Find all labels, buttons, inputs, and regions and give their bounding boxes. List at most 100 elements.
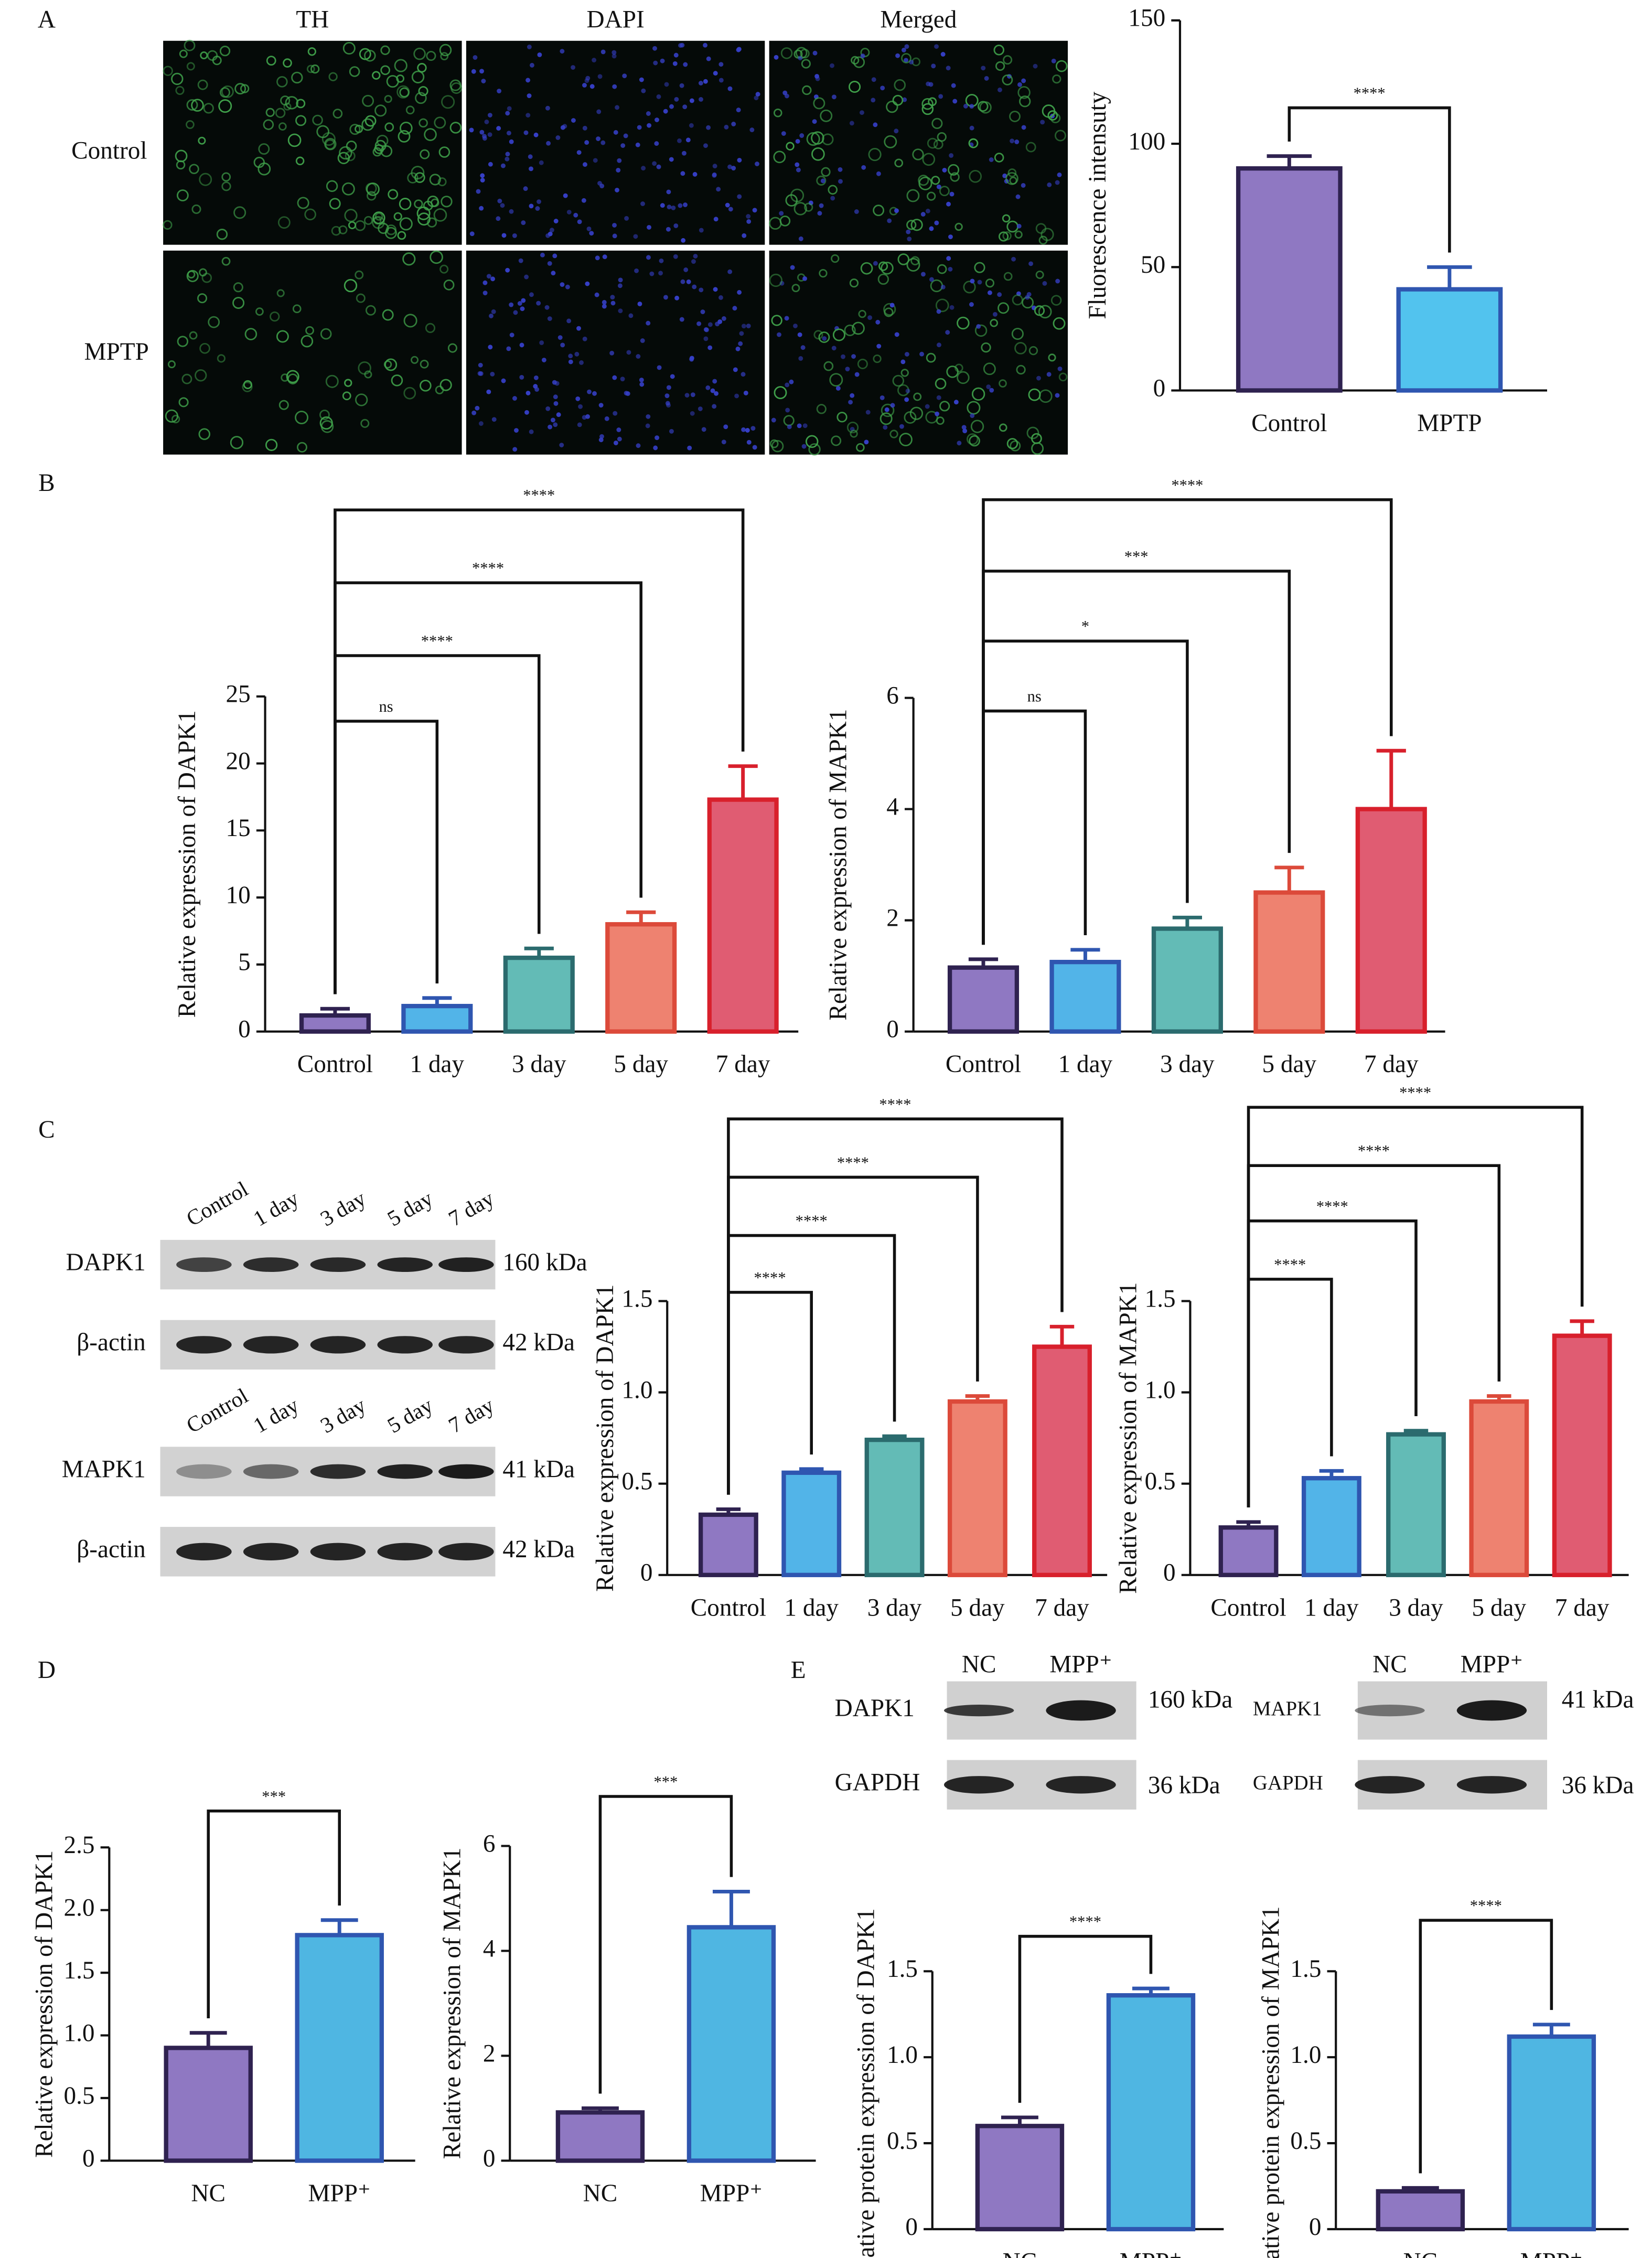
cell	[360, 419, 370, 428]
cell	[659, 258, 664, 263]
cell	[501, 163, 506, 168]
cell	[501, 378, 506, 383]
cell	[622, 73, 627, 79]
x-tick-label: 7 day	[1035, 1594, 1089, 1621]
cell	[566, 318, 572, 324]
cell	[742, 233, 747, 238]
cell	[801, 444, 807, 449]
y-tick-label: 0.5	[1145, 1468, 1176, 1495]
cell	[583, 162, 587, 167]
cell	[655, 117, 659, 122]
band	[176, 1543, 232, 1560]
cell	[746, 219, 752, 224]
cell	[931, 117, 943, 129]
y-tick-label: 20	[226, 747, 251, 775]
bar	[503, 955, 575, 1034]
significance-bracket	[207, 1809, 341, 2018]
cell	[509, 302, 514, 307]
cell	[656, 94, 661, 99]
cell	[813, 97, 825, 110]
lane-label: Control	[183, 1384, 252, 1438]
cell	[879, 412, 893, 425]
cell	[519, 374, 524, 380]
cell	[687, 445, 692, 451]
cell	[808, 443, 821, 456]
cell	[737, 194, 742, 199]
cell	[1034, 305, 1045, 316]
cell	[449, 122, 462, 134]
cell	[349, 124, 361, 135]
cell	[1038, 236, 1048, 245]
cell	[307, 47, 316, 56]
cell	[420, 149, 430, 159]
cell	[802, 423, 808, 429]
blot-row-label: GAPDH	[1253, 1772, 1323, 1794]
x-tick-label: 1 day	[784, 1594, 839, 1621]
cell	[480, 173, 485, 178]
cell	[663, 295, 668, 300]
cell	[939, 186, 950, 197]
cell	[925, 404, 930, 409]
cell	[497, 198, 502, 204]
cell	[514, 428, 519, 433]
cell	[1055, 393, 1060, 398]
blot-size: 41 kDa	[1562, 1686, 1634, 1713]
cell	[793, 323, 798, 328]
cell	[550, 418, 555, 423]
cell	[165, 409, 178, 423]
cell	[752, 208, 757, 213]
cell	[1014, 230, 1023, 239]
blot-size: 41 kDa	[502, 1456, 575, 1483]
cell	[636, 354, 641, 359]
cell	[509, 333, 514, 338]
cell	[221, 256, 231, 266]
cell	[732, 306, 737, 311]
cell	[954, 222, 963, 231]
error-bar	[582, 2106, 619, 2113]
cell	[889, 430, 898, 438]
cell	[977, 280, 982, 285]
cell	[703, 79, 708, 84]
y-tick-label: 0	[886, 1016, 899, 1043]
bar	[864, 1437, 925, 1577]
cell	[1050, 113, 1061, 124]
cell	[523, 186, 528, 191]
cell	[616, 427, 621, 432]
cell	[831, 435, 842, 446]
cell	[894, 332, 899, 337]
cell	[620, 377, 625, 381]
cell	[624, 216, 629, 221]
cell	[556, 412, 561, 418]
band	[176, 1336, 232, 1354]
cell	[692, 284, 697, 290]
y-tick-label: 0.5	[64, 2082, 95, 2110]
cell	[320, 328, 332, 340]
band	[310, 1464, 366, 1479]
cell	[852, 322, 865, 335]
cell	[623, 133, 628, 138]
cell	[860, 53, 865, 59]
y-tick-label: 2	[483, 2040, 496, 2067]
cell	[487, 132, 492, 137]
significance-bracket	[598, 1795, 733, 2094]
error-bar	[1401, 2186, 1439, 2191]
cell	[517, 301, 522, 306]
cell	[907, 237, 912, 241]
cell	[860, 110, 864, 115]
cell	[685, 137, 691, 143]
cell	[876, 171, 881, 176]
cell	[727, 269, 733, 274]
cell	[411, 166, 425, 180]
cell	[1021, 78, 1026, 83]
cell	[1031, 433, 1042, 444]
cell	[927, 137, 938, 149]
cell	[785, 408, 790, 413]
cell	[912, 148, 924, 160]
cell	[779, 211, 784, 216]
cell	[372, 147, 382, 157]
cell	[513, 310, 518, 315]
cell	[374, 140, 387, 152]
error-bar	[189, 2031, 227, 2048]
cell	[1035, 223, 1047, 234]
bar	[295, 1933, 384, 2163]
